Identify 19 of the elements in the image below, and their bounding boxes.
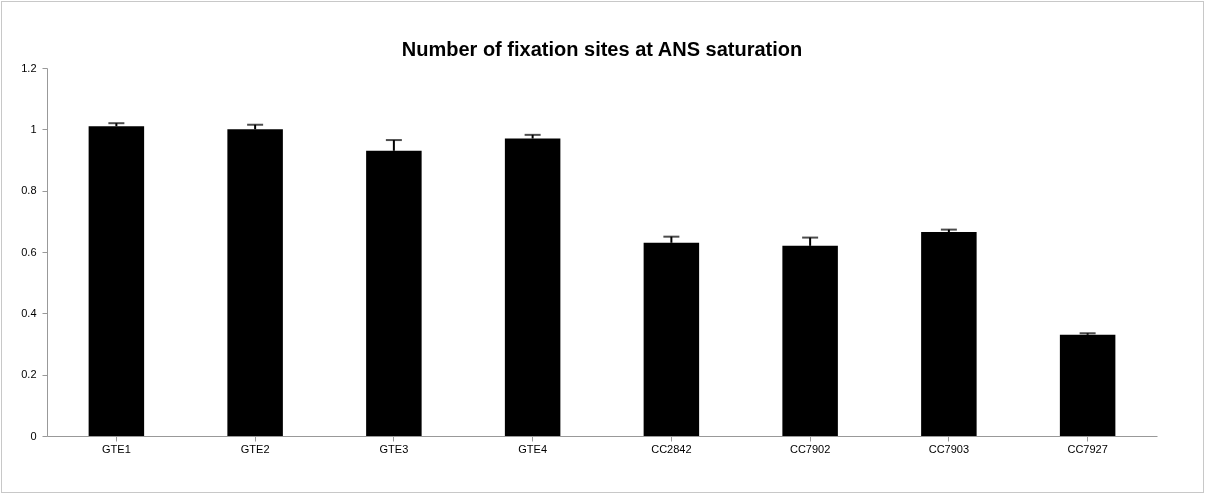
x-tick-label: GTE3 — [379, 442, 409, 455]
x-tick-label: CC7902 — [789, 442, 831, 455]
y-tick-label: 0.2 — [21, 368, 37, 381]
y-tick-label: 1.2 — [21, 61, 37, 74]
x-tick-label: GTE4 — [518, 442, 547, 455]
x-tick-label: GTE2 — [240, 442, 270, 455]
x-tick-label: CC7927 — [1067, 442, 1108, 455]
bar — [643, 242, 700, 436]
y-tick-label: 0.4 — [21, 306, 37, 319]
y-tick-label: 0.6 — [21, 245, 37, 258]
y-tick-label: 0 — [30, 429, 37, 442]
bar — [227, 129, 283, 436]
x-tick-label: GTE1 — [102, 442, 131, 455]
y-tick-label: 1 — [30, 122, 37, 135]
chart-title: Number of fixation sites at ANS saturation — [401, 38, 803, 60]
bar — [1059, 334, 1116, 436]
y-tick-label: 0.8 — [21, 184, 37, 197]
x-tick-label: CC2842 — [651, 442, 692, 455]
x-tick-label: CC7903 — [928, 442, 970, 455]
